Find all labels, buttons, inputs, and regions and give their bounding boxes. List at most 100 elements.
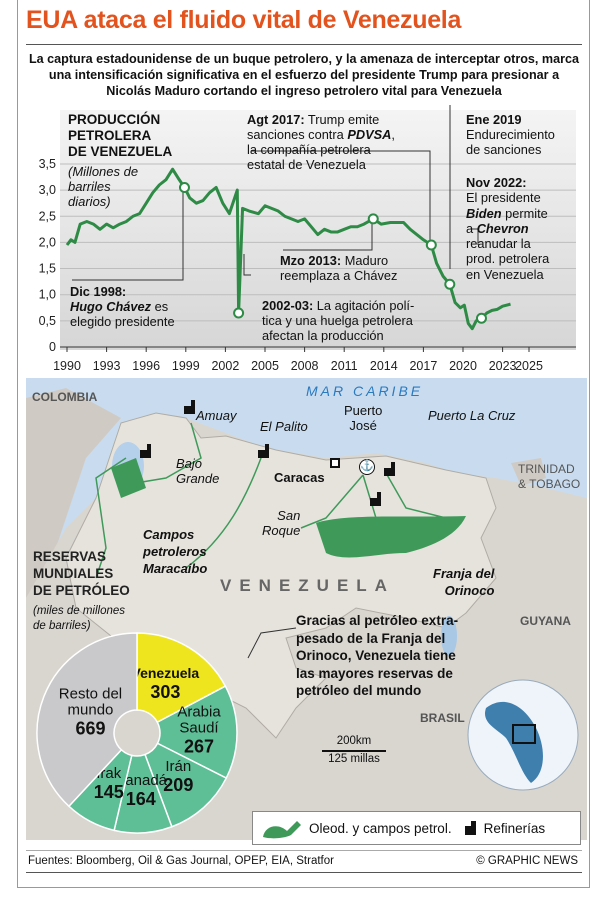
oil-field-legend-icon [263, 821, 301, 839]
label-sea: MAR CARIBE [306, 383, 424, 399]
label-caracas: Caracas [274, 470, 325, 485]
callout-line: las mayores reservas de [296, 665, 453, 681]
line-chart-unit: (Millones de barriles diarios) [68, 164, 138, 209]
annotation-text: afectan la producción [262, 328, 384, 343]
pie-value: 145 [94, 782, 124, 802]
label-line: Campos [143, 527, 195, 542]
pie-title: RESERVAS MUNDIALES DE PETRÓLEO [33, 548, 130, 599]
x-tick-label: 2014 [370, 359, 398, 373]
pie-value: 267 [184, 736, 214, 756]
annotation-text: Trump emite [304, 112, 380, 127]
label-venezuela: VENEZUELA [220, 576, 395, 595]
refinery-legend-icon [464, 821, 476, 835]
label-campos-maracaibo: Campos petroleros Maracaibo [143, 526, 207, 577]
y-tick-label: 0,5 [39, 314, 56, 328]
y-tick-label: 1,5 [39, 262, 56, 276]
map-shapes [26, 388, 587, 840]
pie-value: 669 [75, 719, 105, 739]
annotation-agt-2017: Agt 2017: Trump emite sanciones contra P… [247, 112, 395, 172]
pie-unit: (miles de millones de barriles) [33, 604, 125, 634]
x-tick-label: 2005 [251, 359, 279, 373]
refinery-icon-bajo-grande [140, 444, 151, 458]
annotation-text: Endurecimiento [466, 127, 555, 142]
annotation-emphasis: PDVSA [347, 127, 392, 142]
label-puerto-la-cruz: Puerto La Cruz [428, 408, 516, 423]
annotation-text: , [391, 127, 395, 142]
event-marker [178, 181, 190, 193]
callout-text: Gracias al petróleo extra-pesado de la F… [296, 612, 458, 700]
annotation-head: Agt 2017: [247, 112, 305, 127]
x-tick-label: 1996 [132, 359, 160, 373]
annotation-text: La agitación polí- [313, 298, 415, 313]
unit-line: (miles de millones [33, 605, 126, 617]
title-line: RESERVAS [33, 549, 107, 564]
scale-bar: 200km 125 millas [322, 734, 386, 767]
label-line: Franja del [433, 566, 495, 581]
annotation-text: elegido presidente [70, 314, 175, 329]
y-tick-label: 2,5 [39, 209, 56, 223]
event-marker [425, 239, 437, 251]
unit-line: diarios) [68, 194, 111, 209]
pie-label: Canadá 164 [114, 772, 167, 809]
annotation-text: tica y una huelga petrolera [262, 313, 413, 328]
pie-slice [136, 632, 227, 724]
trinidad-island [511, 458, 546, 486]
sources: Fuentes: Bloomberg, Oil & Gas Journal, O… [28, 855, 334, 867]
title-line: DE VENEZUELA [68, 144, 173, 159]
x-tick-label: 2017 [409, 359, 437, 373]
annotation-text: en Venezuela [466, 266, 544, 282]
annotation-emphasis: Biden [466, 205, 502, 221]
annotation-text: la compañía petrolera [247, 142, 371, 157]
pie-label: Resto del mundo 669 [59, 686, 122, 739]
x-tick-label: 2025 [515, 359, 543, 373]
callout-line: pesado de la Franja del [296, 630, 446, 646]
label-line: petroleros [143, 544, 207, 559]
map-overlays [140, 400, 579, 791]
pie-label: Arabia Saudí 267 [177, 703, 221, 756]
pie-label: Irán 209 [163, 758, 193, 795]
x-tick-label: 2020 [449, 359, 477, 373]
title-line: PETROLERA [68, 128, 152, 143]
annotation-text: permite [501, 205, 548, 221]
venezuela-map: MAR CARIBE COLOMBIA Amuay El Palito Puer… [26, 378, 587, 840]
footer-divider [26, 850, 582, 851]
pie-slice [36, 632, 138, 808]
x-tick-label: 1990 [53, 359, 81, 373]
annotation-text: Maduro [341, 253, 389, 268]
label-puerto-jose: Puerto José [344, 403, 382, 433]
annotation-text: reanudar la [466, 236, 531, 252]
annotation-text: El presidente [466, 190, 541, 206]
event-marker [367, 213, 379, 225]
orinoco-belt [316, 516, 466, 558]
x-tick-label: 2008 [291, 359, 319, 373]
page-title: EUA ataca el fluido vital de Venezuela [26, 6, 462, 34]
annotation-head: Nov 2022: [466, 175, 527, 190]
y-tick-label: 0 [49, 340, 56, 354]
label-line: Maracaibo [143, 561, 208, 576]
callout-line: petróleo del mundo [296, 683, 422, 698]
port-anchor-icon: ⚓ [359, 459, 375, 475]
refinery-icon-san-roque [370, 492, 381, 506]
title-line: DE PETRÓLEO [33, 583, 130, 598]
pie-value: 164 [126, 789, 156, 809]
title-line: MUNDIALES [33, 566, 114, 581]
annotation-head: Dic 1998: [70, 284, 127, 299]
annotation-text: prod. petrolera [466, 251, 550, 267]
label-el-palito: El Palito [260, 419, 308, 434]
annotation-head: 2002-03: [262, 298, 314, 313]
label-amuay: Amuay [196, 408, 237, 423]
capital-icon [330, 458, 340, 468]
label-line: Bajo [176, 456, 203, 471]
pie-value: 209 [163, 775, 193, 795]
label-line: Puerto [344, 403, 383, 418]
label-brasil: BRASIL [420, 711, 465, 725]
production-line-chart: 0 0,5 1,0 1,5 2,0 2,5 3,0 3,5 1990 1993 1996 1999 20… [39, 105, 576, 373]
globe-locator [467, 679, 579, 791]
label-guyana: GUYANA [520, 614, 571, 628]
annotation-text: es [151, 299, 169, 314]
pie-value: 303 [150, 682, 180, 702]
scale-km: 200km [336, 735, 372, 747]
label-line: Grande [176, 471, 220, 486]
credit: © GRAPHIC NEWS [476, 855, 578, 867]
